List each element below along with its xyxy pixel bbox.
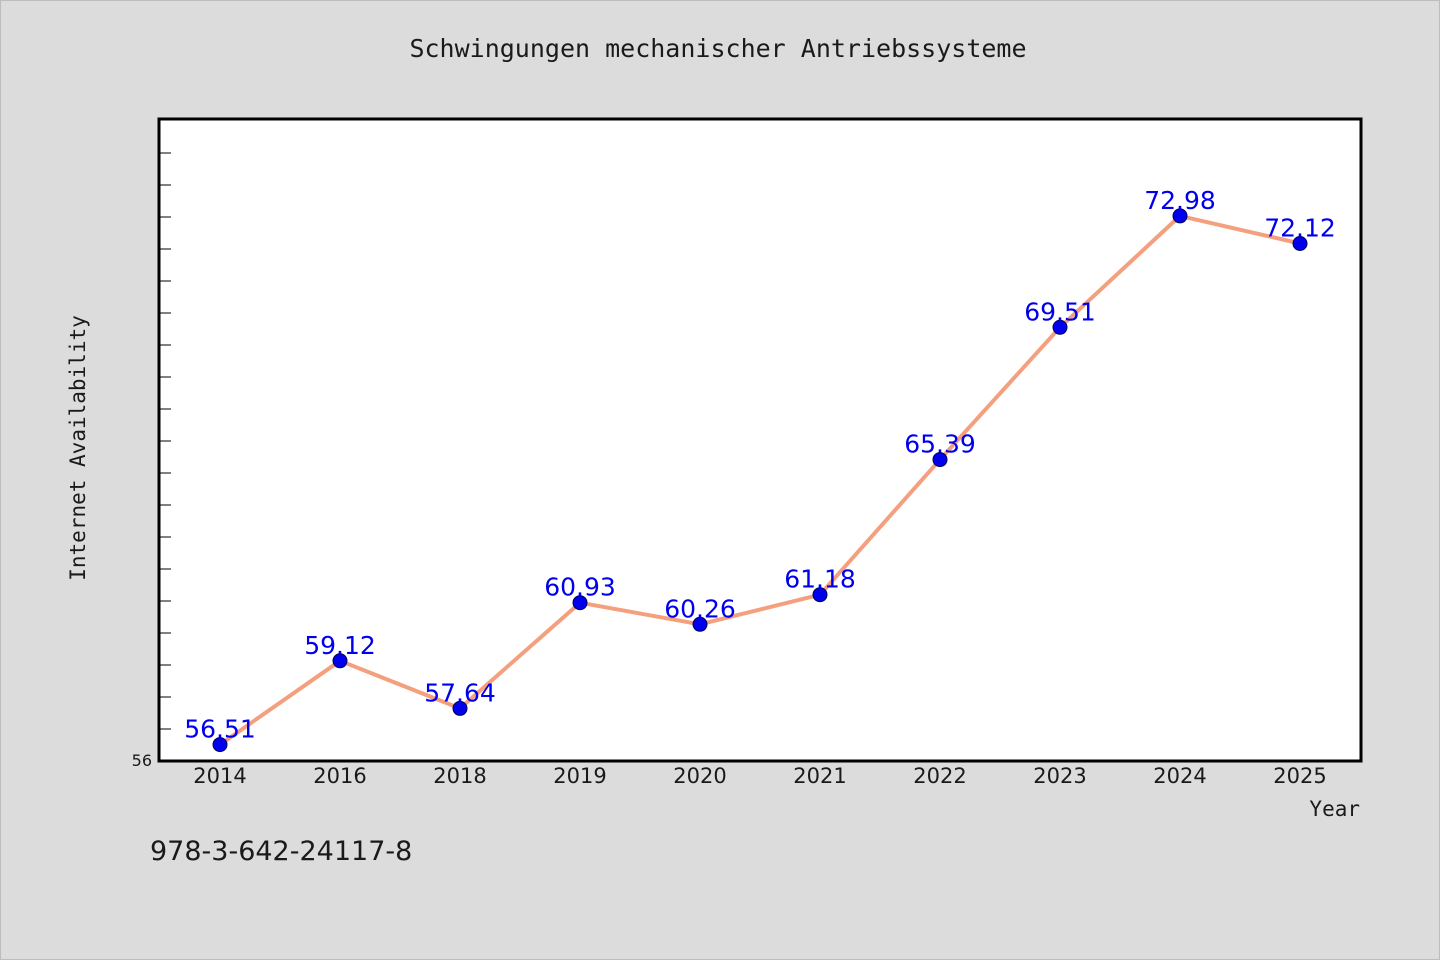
x-tick-label: 2022 [913, 764, 966, 788]
data-label: 59.12 [304, 631, 376, 660]
data-point [932, 452, 948, 468]
data-point [1172, 208, 1188, 224]
x-tick-label: 2018 [433, 764, 486, 788]
x-tick-label: 2019 [553, 764, 606, 788]
y-tick-label: 56 [132, 751, 152, 770]
chart-title: Schwingungen mechanischer Antriebssystem… [409, 34, 1027, 63]
data-point [692, 616, 708, 632]
data-point [332, 653, 348, 669]
data-point [812, 587, 828, 603]
data-points [212, 208, 1308, 753]
data-point [1052, 319, 1068, 335]
data-label: 72.98 [1144, 186, 1216, 215]
plot-area [157, 117, 1363, 763]
data-labels: 56.51 59.12 57.64 60.93 60.26 61.18 65.39 69.51… [184, 186, 1336, 744]
data-point [452, 700, 468, 716]
x-tick-label: 2020 [673, 764, 726, 788]
x-axis-label: Year [1309, 797, 1360, 821]
x-tick-label: 2021 [793, 764, 846, 788]
x-tick-label: 2025 [1273, 764, 1326, 788]
y-ticks [159, 152, 171, 762]
data-label: 72.12 [1264, 214, 1336, 243]
isbn-text: 978-3-642-24117-8 [150, 836, 413, 867]
data-label: 65.39 [904, 430, 976, 459]
x-tick-label: 2016 [313, 764, 366, 788]
data-label: 60.93 [544, 573, 616, 602]
data-label: 60.26 [664, 594, 736, 623]
data-label: 57.64 [424, 678, 496, 707]
data-point [572, 595, 588, 611]
data-label: 61.18 [784, 565, 856, 594]
x-tick-label: 2014 [193, 764, 246, 788]
x-tick-label: 2024 [1153, 764, 1206, 788]
data-point [1292, 236, 1308, 251]
x-tick-label: 2023 [1033, 764, 1086, 788]
data-label: 56.51 [184, 715, 256, 744]
series-line [218, 213, 1302, 747]
data-point [212, 737, 228, 753]
x-ticks: 2014 2016 2018 2019 2020 2021 2022 2023 2024 2025 [193, 764, 1326, 788]
data-label: 69.51 [1024, 297, 1096, 326]
